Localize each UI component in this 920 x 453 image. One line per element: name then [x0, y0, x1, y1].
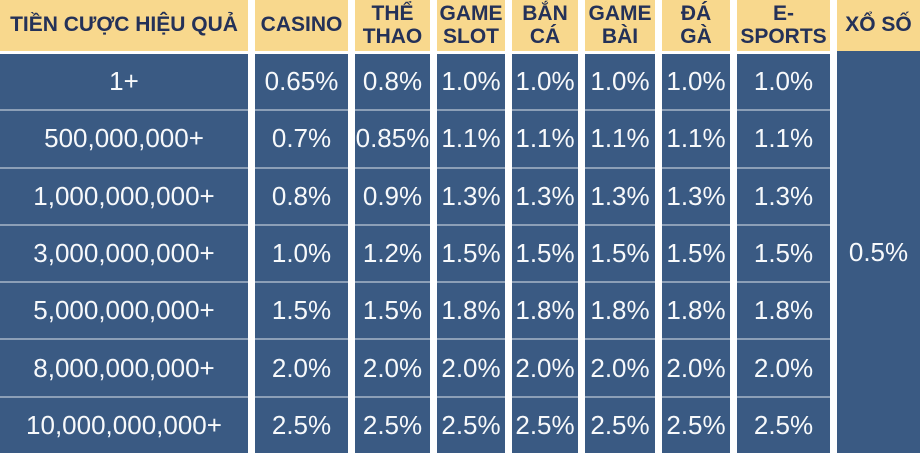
- rate-cell: 0.9%: [355, 166, 430, 224]
- rate-cell: 2.5%: [437, 395, 505, 453]
- rate-cell: 2.5%: [737, 395, 830, 453]
- rate-cell: 1.8%: [585, 281, 655, 339]
- rate-cell: 2.0%: [512, 338, 578, 396]
- column-body-casino: 0.65% 0.7% 0.8% 1.0% 1.5% 2.0% 2.5%: [255, 51, 348, 453]
- column-header-e-sports: E- SPORTS: [737, 0, 830, 51]
- column-header-da-ga: ĐÁ GÀ: [662, 0, 730, 51]
- rate-cell: 2.5%: [662, 395, 730, 453]
- rate-cell: 1.2%: [355, 223, 430, 282]
- rate-cell: 1.8%: [737, 281, 830, 339]
- rate-cell: 1.5%: [512, 223, 578, 282]
- tier-cell: 8,000,000,000+: [0, 338, 248, 396]
- rate-cell: 1.1%: [512, 109, 578, 167]
- column-body-game-slot: 1.0% 1.1% 1.3% 1.5% 1.8% 2.0% 2.5%: [437, 51, 505, 453]
- column-tier: TIỀN CƯỢC HIỆU QUẢ 1+ 500,000,000+ 1,000,00…: [0, 0, 248, 453]
- rate-cell: 1.0%: [512, 54, 578, 110]
- rate-cell: 1.3%: [437, 166, 505, 224]
- column-header-game-bai: GAME BÀI: [585, 0, 655, 51]
- merged-rate-cell: 0.5%: [837, 51, 920, 453]
- rate-cell: 1.5%: [355, 281, 430, 339]
- rate-cell: 2.0%: [662, 338, 730, 396]
- rate-cell: 1.3%: [737, 166, 830, 224]
- column-body-da-ga: 1.0% 1.1% 1.3% 1.5% 1.8% 2.0% 2.5%: [662, 51, 730, 453]
- rate-cell: 0.8%: [355, 54, 430, 110]
- tier-cell: 5,000,000,000+: [0, 281, 248, 339]
- column-game-bai: GAME BÀI 1.0% 1.1% 1.3% 1.5% 1.8% 2.0% 2.5%: [585, 0, 655, 453]
- rate-cell: 1.1%: [662, 109, 730, 167]
- tier-cell: 3,000,000,000+: [0, 223, 248, 282]
- rate-cell: 1.3%: [662, 166, 730, 224]
- rate-cell: 1.5%: [737, 223, 830, 282]
- column-header-casino: CASINO: [255, 0, 348, 51]
- rate-cell: 1.5%: [437, 223, 505, 282]
- rate-cell: 1.5%: [585, 223, 655, 282]
- column-header-ban-ca: BẮN CÁ: [512, 0, 578, 51]
- column-body-tier: 1+ 500,000,000+ 1,000,000,000+ 3,000,000,00…: [0, 51, 248, 453]
- rate-cell: 1.3%: [512, 166, 578, 224]
- rate-cell: 1.5%: [255, 281, 348, 339]
- rate-cell: 2.0%: [255, 338, 348, 396]
- column-the-thao: THỂ THAO 0.8% 0.85% 0.9% 1.2% 1.5% 2.0% 2.5%: [355, 0, 430, 453]
- rate-cell: 2.5%: [255, 395, 348, 453]
- rate-cell: 0.65%: [255, 54, 348, 110]
- column-body-game-bai: 1.0% 1.1% 1.3% 1.5% 1.8% 2.0% 2.5%: [585, 51, 655, 453]
- rate-cell: 2.0%: [585, 338, 655, 396]
- rate-cell: 1.8%: [512, 281, 578, 339]
- column-casino: CASINO 0.65% 0.7% 0.8% 1.0% 1.5% 2.0% 2.5%: [255, 0, 348, 453]
- column-game-slot: GAME SLOT 1.0% 1.1% 1.3% 1.5% 1.8% 2.0% 2.5%: [437, 0, 505, 453]
- tier-cell: 500,000,000+: [0, 109, 248, 167]
- column-body-xo-so: 0.5%: [837, 51, 920, 453]
- rate-cell: 0.7%: [255, 109, 348, 167]
- rate-cell: 1.0%: [737, 54, 830, 110]
- rate-cell: 2.0%: [737, 338, 830, 396]
- rate-cell: 2.5%: [585, 395, 655, 453]
- column-da-ga: ĐÁ GÀ 1.0% 1.1% 1.3% 1.5% 1.8% 2.0% 2.5%: [662, 0, 730, 453]
- rate-cell: 1.1%: [585, 109, 655, 167]
- column-body-e-sports: 1.0% 1.1% 1.3% 1.5% 1.8% 2.0% 2.5%: [737, 51, 830, 453]
- rate-cell: 1.0%: [437, 54, 505, 110]
- rate-cell: 1.0%: [255, 223, 348, 282]
- rate-cell: 1.1%: [737, 109, 830, 167]
- rate-cell: 1.0%: [585, 54, 655, 110]
- column-body-ban-ca: 1.0% 1.1% 1.3% 1.5% 1.8% 2.0% 2.5%: [512, 51, 578, 453]
- tier-cell: 1,000,000,000+: [0, 166, 248, 224]
- column-xo-so: XỔ SỐ 0.5%: [837, 0, 920, 453]
- rate-cell: 1.1%: [437, 109, 505, 167]
- rate-cell: 1.8%: [437, 281, 505, 339]
- rate-cell: 2.0%: [437, 338, 505, 396]
- rate-cell: 1.0%: [662, 54, 730, 110]
- rate-cell: 2.5%: [512, 395, 578, 453]
- column-header-tier: TIỀN CƯỢC HIỆU QUẢ: [0, 0, 248, 51]
- rate-cell: 1.8%: [662, 281, 730, 339]
- column-header-the-thao: THỂ THAO: [355, 0, 430, 51]
- column-header-game-slot: GAME SLOT: [437, 0, 505, 51]
- column-header-xo-so: XỔ SỐ: [837, 0, 920, 51]
- tier-cell: 10,000,000,000+: [0, 395, 248, 453]
- rate-cell: 2.5%: [355, 395, 430, 453]
- column-body-the-thao: 0.8% 0.85% 0.9% 1.2% 1.5% 2.0% 2.5%: [355, 51, 430, 453]
- column-e-sports: E- SPORTS 1.0% 1.1% 1.3% 1.5% 1.8% 2.0% 2.5%: [737, 0, 830, 453]
- rate-cell: 1.3%: [585, 166, 655, 224]
- tier-cell: 1+: [0, 54, 248, 110]
- rate-cell: 1.5%: [662, 223, 730, 282]
- column-ban-ca: BẮN CÁ 1.0% 1.1% 1.3% 1.5% 1.8% 2.0% 2.5%: [512, 0, 578, 453]
- rate-cell: 0.85%: [355, 109, 430, 167]
- rate-cell: 0.8%: [255, 166, 348, 224]
- rate-cell: 2.0%: [355, 338, 430, 396]
